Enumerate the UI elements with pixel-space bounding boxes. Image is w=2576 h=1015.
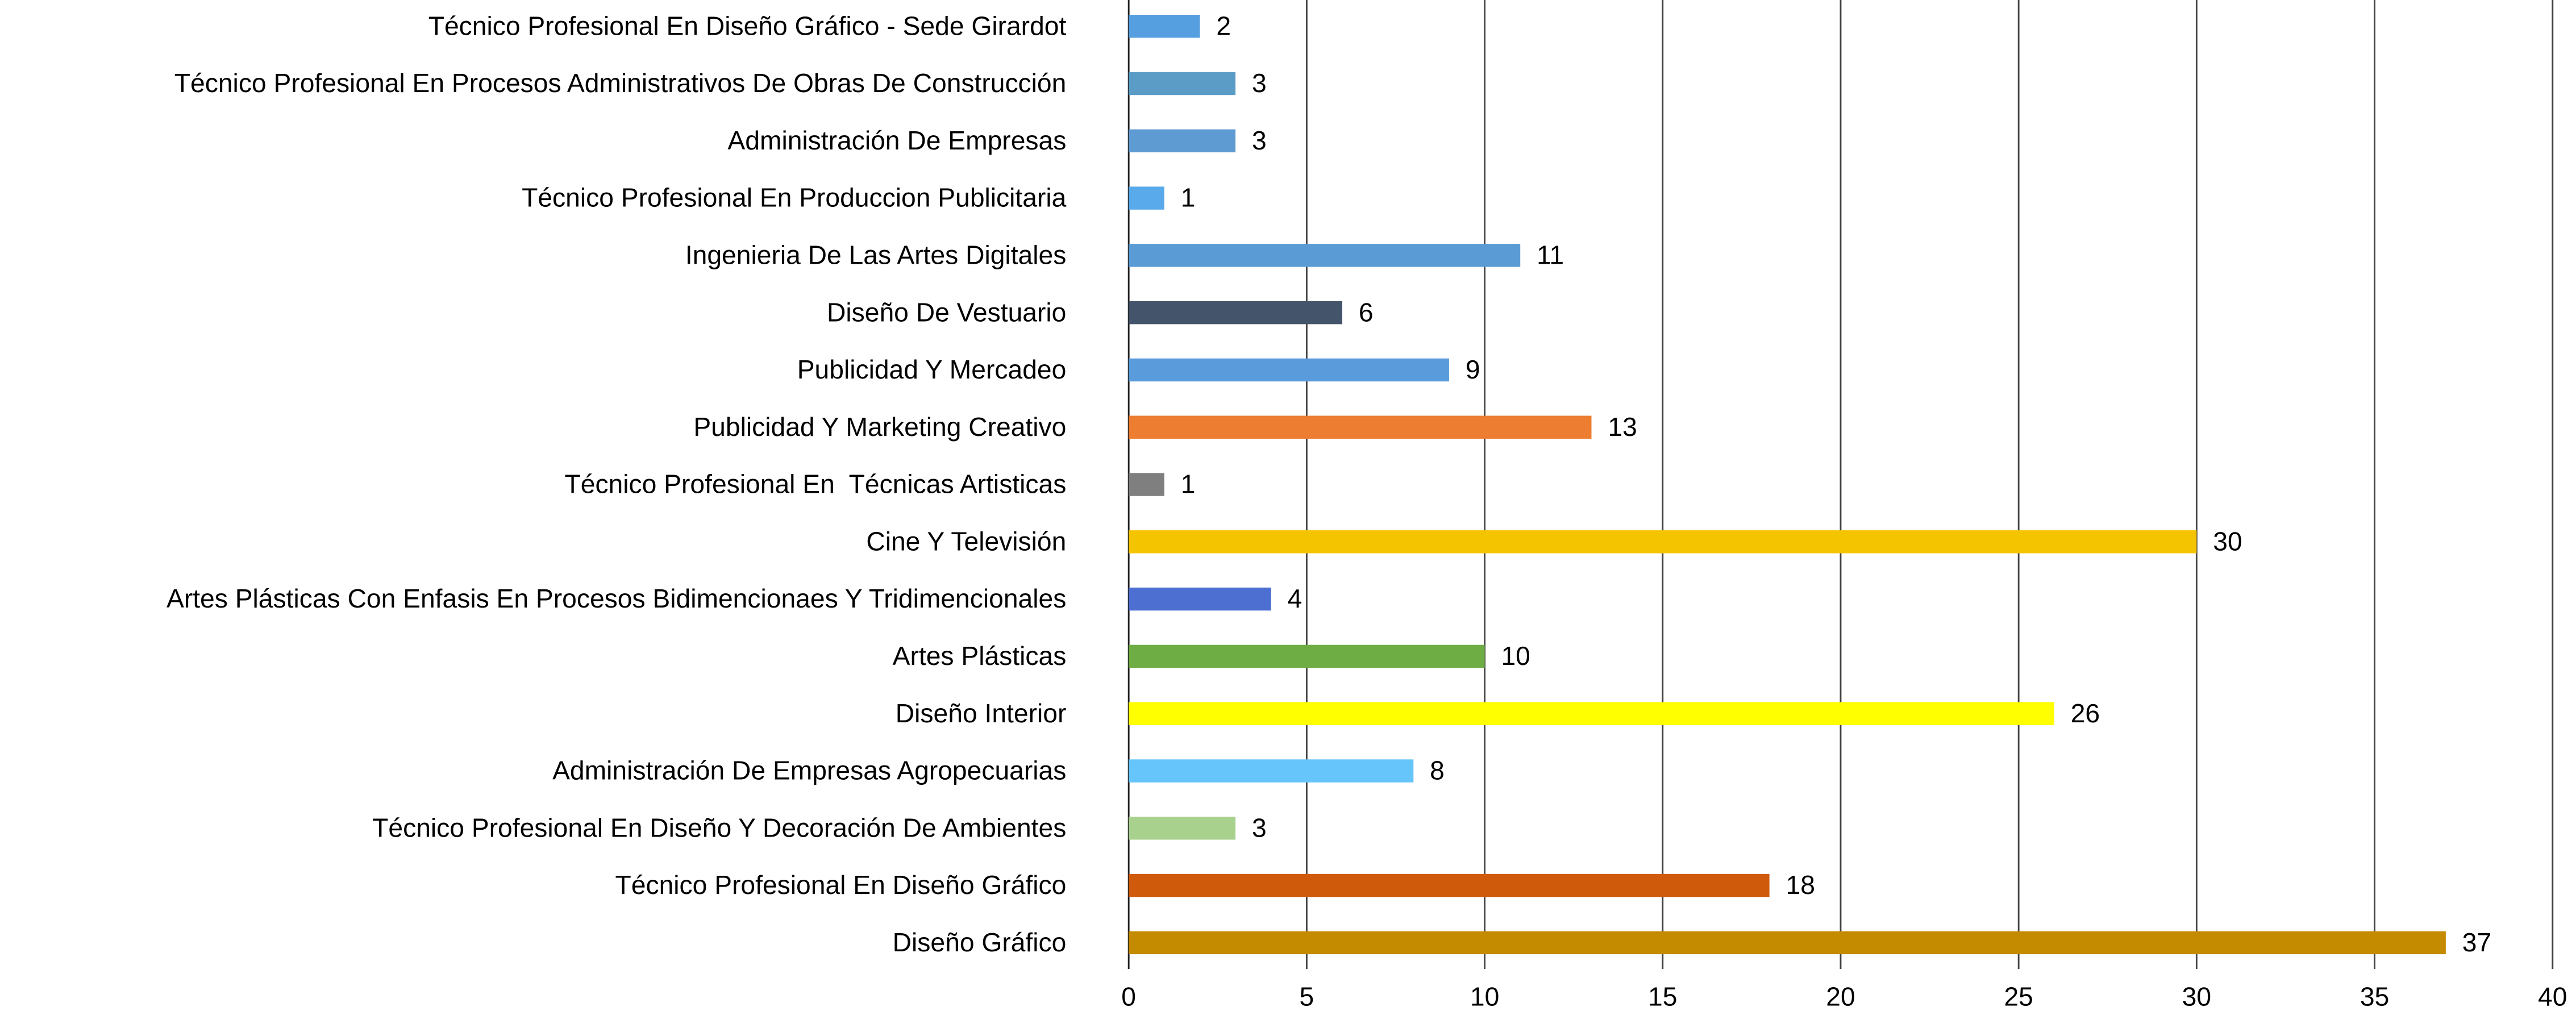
data-label: 1 [1181,469,1196,499]
bar [1129,644,1485,668]
data-label: 37 [2462,927,2491,957]
y-tick-label: Cine Y Televisión [866,526,1066,556]
y-tick-label: Técnico Profesional En Diseño Gráfico - … [428,11,1067,40]
bar [1129,358,1449,382]
y-tick-label: Técnico Profesional En Diseño Y Decoraci… [372,813,1066,842]
x-tick-label: 35 [2360,981,2389,1011]
data-label: 9 [1466,355,1480,384]
y-tick-label: Administración De Empresas [727,126,1066,155]
y-tick-label: Técnico Profesional En Procesos Administ… [174,68,1067,98]
data-label: 10 [1501,641,1530,671]
bar [1129,931,2446,955]
data-label: 1 [1181,183,1196,213]
x-tick-label: 25 [2004,981,2033,1011]
bar [1129,473,1164,496]
y-tick-label: Publicidad Y Marketing Creativo [693,412,1066,442]
y-tick-label: Diseño De Vestuario [827,297,1066,327]
data-label: 2 [1216,11,1231,40]
bar [1129,702,2054,725]
x-tick-label: 15 [1648,981,1677,1011]
y-tick-label: Técnico Profesional En Técnicas Artistic… [565,469,1067,499]
data-label: 4 [1288,584,1302,613]
data-label: 3 [1252,68,1267,98]
bar [1129,530,2197,554]
bar [1129,15,1200,38]
y-tick-label: Ingenieria De Las Artes Digitales [685,240,1067,269]
x-tick-label: 5 [1300,981,1314,1011]
bar [1129,873,1770,897]
data-label: 26 [2071,698,2100,728]
bar [1129,587,1271,611]
data-label: 30 [2213,526,2242,556]
x-tick-label: 20 [1826,981,1855,1011]
data-label: 18 [1786,870,1815,900]
x-tick-label: 10 [1470,981,1499,1011]
y-tick-label: Artes Plásticas Con Enfasis En Procesos … [167,584,1066,613]
bar [1129,244,1521,267]
bar [1129,72,1236,95]
x-tick-label: 0 [1121,981,1136,1011]
y-tick-label: Técnico Profesional En Produccion Public… [522,183,1067,213]
y-tick-label: Artes Plásticas [893,641,1067,671]
bar [1129,129,1236,153]
x-tick-label: 40 [2538,981,2567,1011]
x-tick-label: 30 [2182,981,2211,1011]
bar [1129,759,1414,783]
y-tick-label: Técnico Profesional En Diseño Gráfico [615,870,1067,900]
data-label: 6 [1359,297,1374,327]
y-tick-label: Diseño Gráfico [893,927,1067,957]
bar [1129,186,1164,210]
data-label: 8 [1430,756,1445,785]
bar [1129,415,1592,439]
data-label: 11 [1537,240,1564,269]
y-tick-label: Administración De Empresas Agropecuarias [552,756,1066,785]
data-label: 3 [1252,813,1267,842]
y-tick-label: Diseño Interior [896,698,1067,728]
bar [1129,817,1236,840]
data-label: 3 [1252,126,1267,155]
y-tick-label: Publicidad Y Mercadeo [797,355,1067,384]
data-label: 13 [1608,412,1637,442]
bar [1129,301,1343,325]
